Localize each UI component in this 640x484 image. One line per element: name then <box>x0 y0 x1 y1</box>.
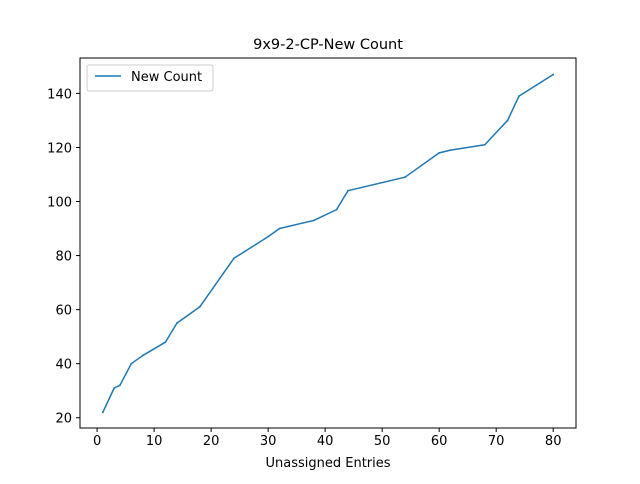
x-tick-label: 30 <box>260 434 277 449</box>
data-point <box>449 149 452 152</box>
y-tick-label: 100 <box>47 196 72 211</box>
data-point <box>176 322 178 325</box>
data-point <box>164 341 167 343</box>
chart-title: 9x9-2-CP-New Count <box>253 37 403 53</box>
x-tick-label: 0 <box>93 434 101 449</box>
x-tick-label: 10 <box>146 434 163 449</box>
x-tick-label: 80 <box>545 434 562 449</box>
data-point <box>335 208 338 211</box>
data-point <box>101 411 104 414</box>
plot-frame <box>79 57 577 429</box>
data-point <box>113 387 116 389</box>
data-point <box>198 306 201 308</box>
data-point <box>347 189 349 192</box>
legend: New Count <box>86 64 214 92</box>
data-point <box>506 119 509 122</box>
data-point <box>267 235 270 238</box>
y-axis-ticks: 20 40 60 80 100 120 140 <box>47 87 80 427</box>
legend-label: New Count <box>131 70 202 85</box>
data-point <box>312 219 315 222</box>
y-tick-label: 80 <box>55 250 72 265</box>
y-tick-label: 140 <box>47 87 72 102</box>
data-point <box>130 362 133 365</box>
legend-box <box>86 64 214 92</box>
data-point <box>483 143 486 146</box>
x-tick-label: 60 <box>431 434 448 449</box>
data-point <box>233 257 235 260</box>
x-tick-label: 70 <box>488 434 505 449</box>
data-point <box>141 354 144 357</box>
y-tick-label: 40 <box>55 358 72 373</box>
data-point <box>552 73 555 76</box>
data-point <box>438 151 441 154</box>
x-tick-label: 40 <box>317 434 334 449</box>
series-layer <box>101 73 555 414</box>
x-tick-label: 20 <box>203 434 220 449</box>
y-tick-label: 120 <box>47 141 72 156</box>
x-axis-ticks: 0 10 20 30 40 50 60 70 80 <box>93 428 562 449</box>
x-tick-label: 50 <box>374 434 391 449</box>
data-point <box>404 176 406 179</box>
data-point <box>518 95 520 98</box>
y-tick-label: 60 <box>55 304 72 319</box>
y-tick-label: 20 <box>55 412 72 427</box>
data-point <box>119 384 121 387</box>
data-point <box>278 227 281 230</box>
x-axis-label: Unassigned Entries <box>265 456 390 471</box>
